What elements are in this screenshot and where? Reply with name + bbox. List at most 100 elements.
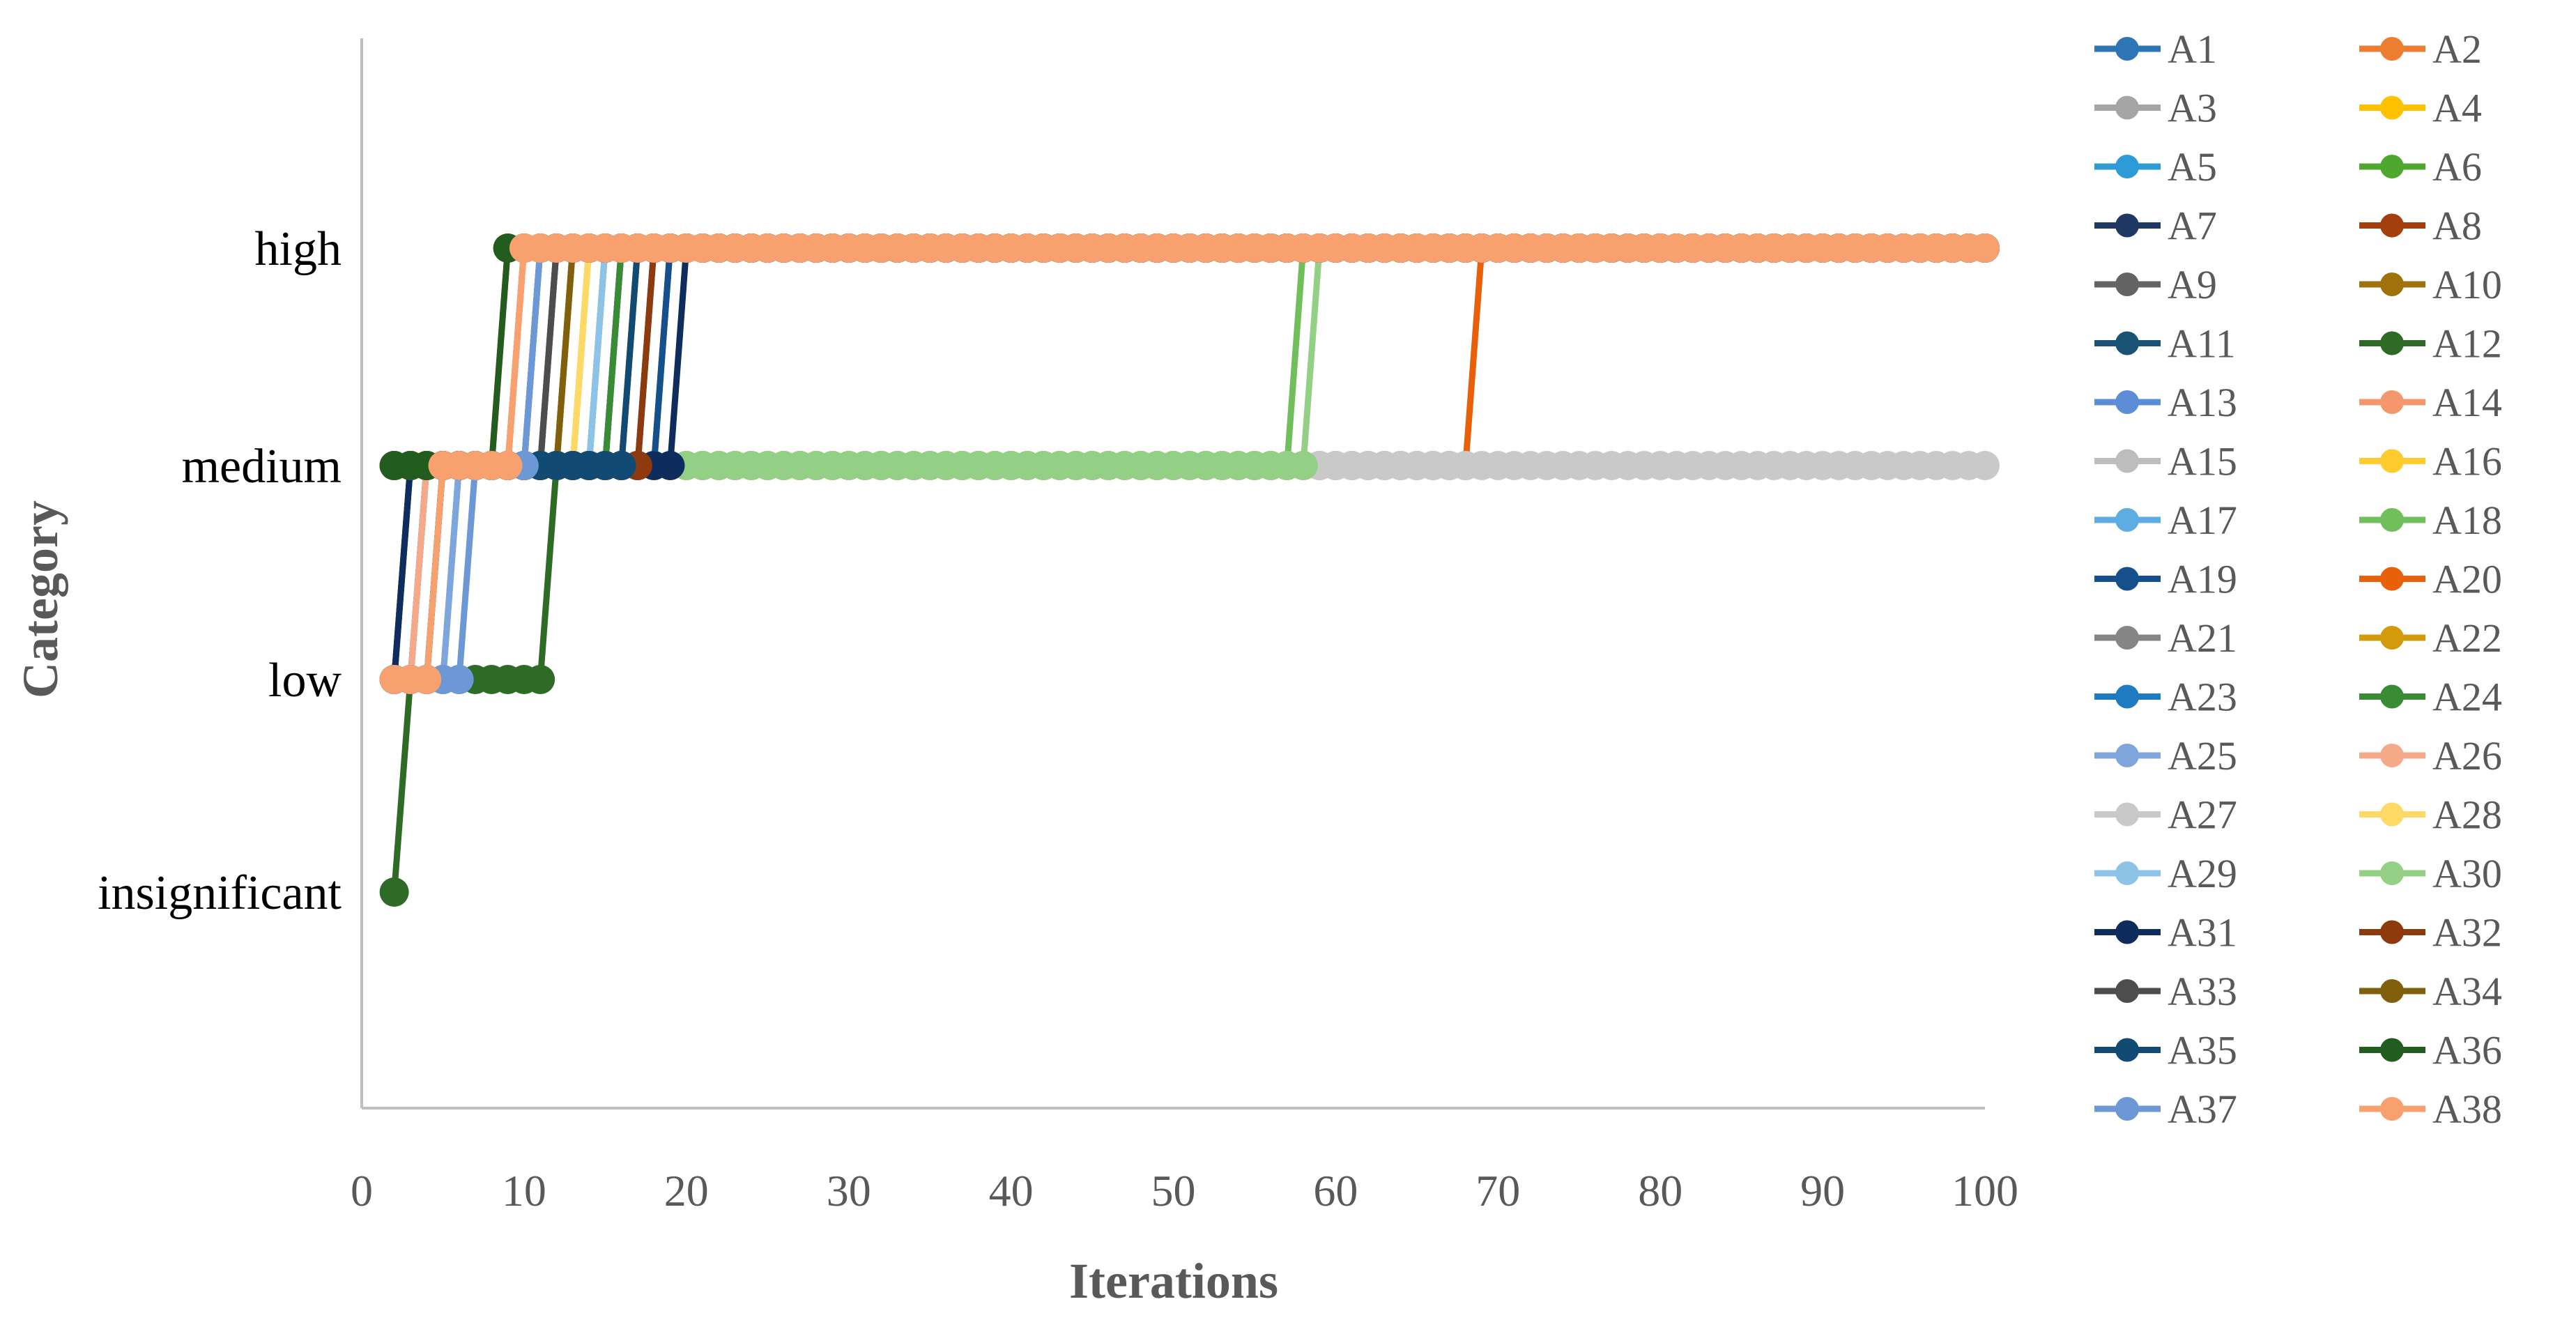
data-point	[606, 451, 636, 480]
legend-swatch-marker	[2115, 861, 2139, 885]
legend-swatch-marker	[2380, 920, 2404, 944]
legend-item: A34	[2359, 969, 2502, 1014]
y-category-label: low	[268, 654, 342, 707]
legend-swatch-marker	[2380, 449, 2404, 473]
legend-swatch-marker	[2380, 684, 2404, 709]
legend-swatch-marker	[2380, 1038, 2404, 1062]
legend-swatch-marker	[2380, 744, 2404, 767]
legend-item: A9	[2094, 262, 2217, 307]
legend-item: A35	[2094, 1028, 2237, 1073]
legend-label: A5	[2168, 144, 2217, 190]
legend-item: A32	[2359, 910, 2502, 956]
legend-label: A20	[2432, 557, 2502, 602]
legend-label: A26	[2432, 733, 2502, 778]
legend-item: A11	[2094, 321, 2236, 367]
legend-item: A24	[2359, 675, 2502, 720]
legend-item: A10	[2359, 262, 2502, 307]
y-category-label: insignificant	[98, 866, 342, 920]
legend-label: A25	[2168, 733, 2237, 778]
legend-swatch-marker	[2380, 567, 2404, 591]
legend-swatch-marker	[2380, 37, 2404, 61]
legend-label: A2	[2432, 26, 2482, 72]
data-point	[526, 665, 555, 694]
legend-label: A7	[2168, 204, 2217, 249]
legend-item: A23	[2094, 675, 2237, 720]
legend-label: A36	[2432, 1028, 2502, 1073]
data-point	[412, 665, 442, 694]
legend-label: A37	[2168, 1087, 2237, 1132]
legend-item: A6	[2359, 144, 2482, 190]
legend-item: A25	[2094, 733, 2237, 778]
legend-label: A27	[2168, 792, 2237, 838]
legend-swatch-marker	[2380, 626, 2404, 650]
data-point	[379, 877, 409, 907]
data-point	[655, 451, 685, 480]
legend-label: A32	[2432, 910, 2502, 956]
legend-swatch-marker	[2115, 744, 2139, 767]
legend-item: A33	[2094, 969, 2237, 1014]
legend-swatch-marker	[2115, 37, 2139, 61]
legend-label: A1	[2168, 26, 2217, 72]
plot-area	[360, 38, 2000, 1110]
legend-swatch-marker	[2115, 273, 2139, 296]
series-a38	[379, 233, 2000, 694]
x-tick-label: 70	[1475, 1166, 1520, 1215]
legend-swatch-marker	[2115, 95, 2139, 120]
x-tick-label: 80	[1638, 1166, 1682, 1215]
legend-swatch-marker	[2380, 155, 2404, 178]
legend-swatch-marker	[2380, 802, 2404, 827]
y-category-label: high	[255, 222, 342, 276]
x-axis-title: Iterations	[1069, 1253, 1278, 1309]
legend-label: A14	[2432, 380, 2502, 425]
legend-label: A22	[2432, 615, 2502, 661]
legend-swatch-marker	[2115, 449, 2139, 473]
legend-swatch-marker	[2115, 1038, 2139, 1062]
x-tick-label: 10	[502, 1166, 546, 1215]
x-tick-label: 50	[1151, 1166, 1196, 1215]
legend-label: A35	[2168, 1028, 2237, 1073]
legend-label: A31	[2168, 910, 2237, 956]
legend-label: A38	[2432, 1087, 2502, 1132]
legend-item: A3	[2094, 86, 2217, 131]
legend-swatch-marker	[2380, 213, 2404, 238]
legend-item: A31	[2094, 910, 2237, 956]
legend-label: A4	[2432, 86, 2482, 131]
legend-label: A13	[2168, 380, 2237, 425]
legend-item: A7	[2094, 204, 2217, 249]
legend-item: A4	[2359, 86, 2482, 131]
legend-swatch-marker	[2380, 861, 2404, 885]
data-point	[444, 665, 474, 694]
legend-item: A27	[2094, 792, 2237, 838]
legend-label: A24	[2432, 675, 2502, 720]
x-tick-label: 60	[1313, 1166, 1358, 1215]
x-tick-label: 40	[989, 1166, 1034, 1215]
x-tick-label: 100	[1952, 1166, 2018, 1215]
x-tick-label: 30	[827, 1166, 871, 1215]
legend-label: A3	[2168, 86, 2217, 131]
legend-swatch-marker	[2115, 920, 2139, 944]
legend-label: A28	[2432, 792, 2502, 838]
x-tick-label: 20	[664, 1166, 709, 1215]
legend-label: A29	[2168, 851, 2237, 896]
legend-item: A19	[2094, 557, 2237, 602]
legend-item: A15	[2094, 439, 2237, 484]
legend-item: A1	[2094, 26, 2217, 72]
legend-label: A23	[2168, 675, 2237, 720]
legend-item: A2	[2359, 26, 2482, 72]
legend-item: A5	[2094, 144, 2217, 190]
legend-label: A9	[2168, 262, 2217, 307]
series-layer	[379, 233, 2000, 907]
legend-label: A21	[2168, 615, 2237, 661]
legend-swatch-marker	[2115, 567, 2139, 591]
legend-item: A22	[2359, 615, 2502, 661]
series-a12	[379, 233, 2000, 907]
legend-item: A20	[2359, 557, 2502, 602]
data-point	[1288, 451, 1318, 480]
legend-item: A36	[2359, 1028, 2502, 1073]
legend-swatch-marker	[2115, 213, 2139, 238]
legend-label: A17	[2168, 498, 2237, 543]
legend-label: A12	[2432, 321, 2502, 367]
legend-item: A13	[2094, 380, 2237, 425]
legend-item: A8	[2359, 204, 2482, 249]
x-tick-labels: 0 10 20 30 40 50 60 70 80 90 100	[351, 1166, 2018, 1215]
